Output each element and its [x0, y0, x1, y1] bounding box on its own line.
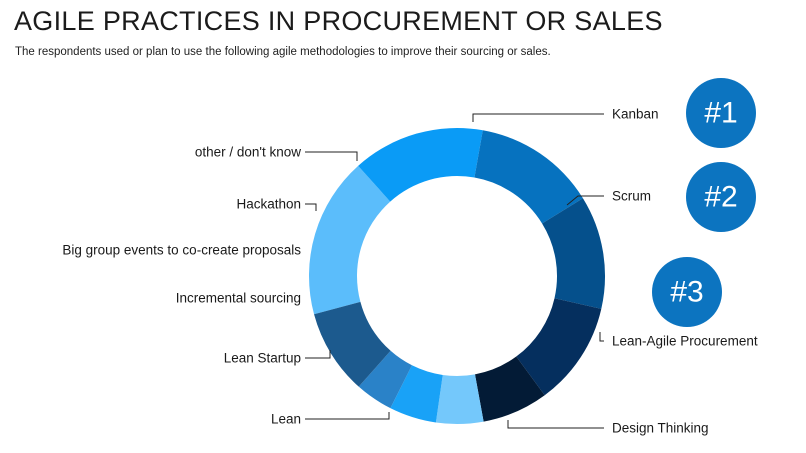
rank-label-1: #1: [704, 97, 737, 130]
rank-badges: #1 #2 #3: [652, 78, 756, 327]
rank-badge-1: [686, 78, 756, 148]
label-incremental-sourcing: Incremental sourcing: [176, 291, 301, 306]
leader-scrum: [566, 195, 604, 206]
slice-kanban: [308, 165, 391, 315]
slice-hackathon: [358, 350, 412, 409]
rank-label-3: #3: [670, 276, 703, 309]
label-scrum: Scrum: [612, 189, 651, 204]
leader-lines: [305, 113, 604, 429]
slice-other-don-t-know: [314, 301, 391, 387]
leader-lean: [305, 412, 390, 420]
slice-labels: Kanban Scrum Lean-Agile Procurement Design …: [62, 107, 757, 436]
leader-lean-agile-procurement: [599, 332, 604, 342]
label-hackathon: Hackathon: [236, 197, 301, 212]
leader-hackathon: [305, 203, 317, 211]
label-other-don-t-know: other / don't know: [195, 145, 301, 160]
leader-lean-startup: [305, 350, 331, 359]
label-design-thinking: Design Thinking: [612, 421, 709, 436]
label-lean-startup: Lean Startup: [224, 351, 301, 366]
chart-title: AGILE PRACTICES IN PROCUREMENT OR SALES: [14, 6, 663, 36]
label-lean-agile-procurement: Lean-Agile Procurement: [612, 334, 758, 349]
slice-lean-agile-procurement: [474, 130, 583, 224]
chart-subtitle: The respondents used or plan to use the …: [15, 46, 551, 58]
slice-big-group-events-to-co-create-proposals: [390, 365, 443, 423]
label-big-group-events-to-co-create-proposals: Big group events to co-create proposals: [62, 243, 301, 258]
label-lean: Lean: [271, 412, 301, 427]
slice-lean-startup: [474, 356, 545, 422]
slice-scrum: [358, 128, 483, 202]
slice-design-thinking: [542, 198, 605, 309]
slice-lean: [516, 298, 602, 396]
leader-kanban: [472, 113, 604, 122]
donut-slices: [308, 128, 605, 424]
slice-incremental-sourcing: [435, 374, 484, 424]
leader-other-don-t-know: [305, 151, 358, 161]
rank-label-2: #2: [704, 181, 737, 214]
label-kanban: Kanban: [612, 107, 659, 122]
rank-badge-2: [686, 162, 756, 232]
leader-design-thinking: [507, 420, 604, 429]
rank-badge-3: [652, 257, 722, 327]
